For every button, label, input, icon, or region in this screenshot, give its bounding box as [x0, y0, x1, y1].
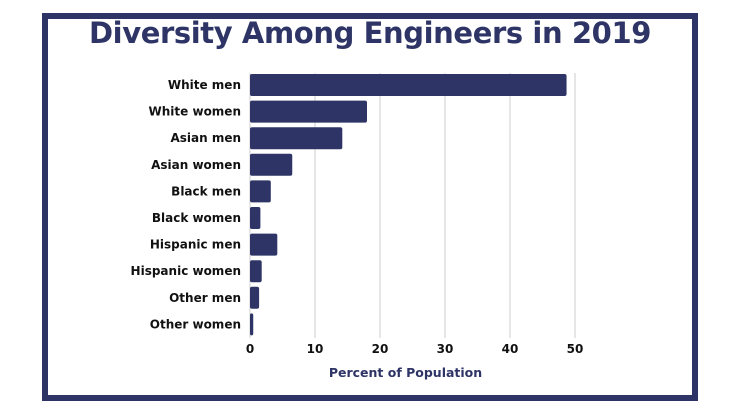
x-tick-label: 30 — [437, 342, 454, 356]
bar — [250, 100, 367, 123]
x-axis-title: Percent of Population — [329, 365, 482, 380]
category-label: Black men — [171, 184, 241, 198]
category-label: Black women — [152, 211, 241, 225]
bar — [250, 127, 343, 150]
category-label: Asian women — [151, 158, 241, 172]
category-label: Hispanic women — [131, 264, 241, 278]
x-tick-label: 0 — [246, 342, 254, 356]
x-tick-label: 50 — [567, 342, 584, 356]
x-tick-label: 20 — [372, 342, 389, 356]
bar — [250, 260, 262, 283]
category-label: White men — [168, 78, 241, 92]
category-label: Other women — [150, 317, 241, 331]
category-label: Other men — [169, 291, 241, 305]
bar — [250, 153, 293, 176]
bar — [250, 286, 260, 309]
category-labels: White men White women Asian men Asian women… — [131, 78, 241, 331]
bar — [250, 313, 254, 336]
chart-title: Diversity Among Engineers in 2019 — [88, 16, 652, 50]
x-tick-labels: 0 10 20 30 40 50 — [246, 342, 584, 356]
bar — [250, 233, 278, 256]
bar — [250, 74, 567, 96]
bar — [250, 207, 261, 229]
category-label: Asian men — [170, 131, 241, 145]
x-tick-label: 10 — [307, 342, 324, 356]
category-label: White women — [149, 105, 241, 119]
bar — [250, 180, 271, 203]
category-label: Hispanic men — [150, 238, 241, 252]
bars — [250, 74, 567, 336]
x-tick-label: 40 — [502, 342, 519, 356]
